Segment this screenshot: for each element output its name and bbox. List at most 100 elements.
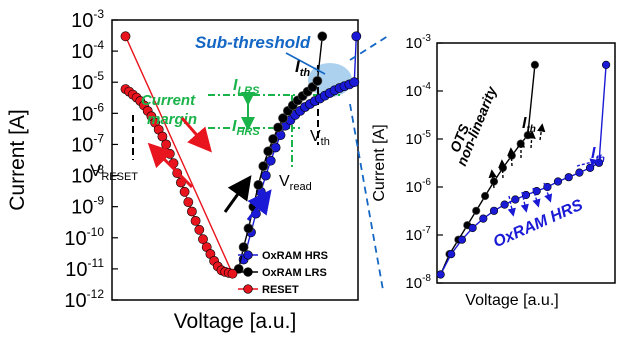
sub-threshold-pointer [285,52,326,75]
main-chart: 10-310-410-510-610-710-810-910-1010-1110… [6,7,362,333]
ots-nonlinearity-arrow [498,159,507,179]
inset-y-tick-label: 10-7 [405,225,431,244]
inset-point-oxram-hrs [500,200,509,209]
ith-label-base: I [295,57,301,76]
main-y-tick-label: 10-5 [71,69,104,94]
vth-label: Vth [310,128,330,148]
inset-point-oxram-hrs [601,60,611,70]
main-point-oxram-hrs [265,155,276,166]
ilrs-label-sub: LRS [237,85,260,97]
current-margin-label-line2: margin [147,111,197,128]
main-y-tick-base: 10 [71,134,93,156]
hrs-nonlinearity-arrow [507,195,516,217]
ith-label: Ith [295,57,310,79]
main-y-tick-base: 10 [71,72,93,94]
main-point-reset [161,139,171,150]
main-y-tick-base: 10 [71,10,93,32]
hrs-nonlinearity-arrow [576,158,599,167]
ilrs-label-base: I [233,77,238,94]
inset-ith-black-label-sub: th [526,124,535,135]
inset-y-tick-exp: -5 [422,129,431,140]
hrs-nonlinearity-arrow [532,187,541,208]
inset-y-tick-base: 10 [405,275,422,292]
main-point-oxram-lrs [238,242,249,252]
inset-point-oxram-hrs [489,206,499,215]
inset-y-tick-base: 10 [405,179,422,196]
main-y-tick-exp: -4 [93,38,104,52]
ith-label-sub: th [300,67,311,79]
sub-threshold-label: Sub-threshold [195,33,311,52]
ots-nonlinearity-arrow [488,169,497,189]
ilrs-label: ILRS [233,77,260,97]
lrs-direction-arrow [223,175,252,213]
main-y-tick-exp: -7 [93,131,104,145]
vread-label-base: V [279,173,290,190]
main-y-tick-exp: -11 [88,256,105,270]
inset-y-tick-base: 10 [405,227,422,244]
main-y-ticks: 10-310-410-510-610-710-810-910-1010-1110… [64,7,118,312]
legend-marker-reset [243,284,253,294]
inset-y-ticks: 10-310-410-510-610-710-8 [405,33,443,292]
legend-label-reset: RESET [262,284,299,296]
main-point-oxram-lrs [268,134,278,144]
legend-marker-oxram-hrs [243,250,253,260]
inset-ith-black-label: Ith [522,115,536,135]
zoom-connector-bottom [349,103,384,291]
inset-y-tick-label: 10-6 [405,177,431,196]
inset-y-tick-label: 10-4 [405,81,431,100]
ihrs-label-sub: HRS [236,126,260,138]
inset-point-oxram-hrs [511,195,520,204]
main-point-oxram-lrs [253,179,264,190]
inset-point-oxram-hrs [447,250,456,259]
inset-point-oxram-lrs [530,60,540,70]
main-point-reset [190,215,201,226]
inset-chart: 10-310-410-510-610-710-8 OTSnon-linearit… [371,33,616,309]
ots-nonlinearity-arrow [537,123,546,141]
inset-point-oxram-hrs [468,223,477,233]
inset-y-tick-exp: -3 [422,33,431,44]
inset-y-tick-exp: -6 [422,177,431,188]
inset-point-oxram-hrs [479,214,488,223]
main-point-oxram-lrs [312,76,323,86]
legend-marker-oxram-lrs [243,267,253,277]
hrs-direction-arrow [246,189,272,221]
main-y-tick-exp: -5 [93,69,104,83]
inset-y-tick-exp: -7 [422,225,431,236]
main-y-tick-exp: -6 [93,100,104,114]
main-point-reset [164,148,175,159]
main-series [120,31,362,279]
main-y-tick-base: 10 [71,166,93,188]
main-y-tick-base: 10 [71,197,93,219]
inset-ith-blue-label-sub: th [595,154,604,165]
main-point-reset [198,234,208,245]
inset-x-axis-label: Voltage [a.u.] [465,292,558,309]
main-y-tick-label: 10-3 [71,7,104,32]
main-point-reset [157,131,168,142]
main-point-reset [227,268,238,279]
main-point-oxram-lrs [258,161,269,172]
main-point-oxram-lrs [278,113,288,124]
main-y-tick-label: 10-10 [64,225,104,250]
main-y-tick-label: 10-7 [71,131,104,156]
main-y-tick-base: 10 [64,290,86,312]
vreset-label-base: V [90,161,102,180]
inset-point-oxram-hrs [553,177,563,186]
main-legend: OxRAM HRS OxRAM LRS RESET [238,250,328,296]
inset-y-tick-label: 10-8 [405,273,431,292]
inset-point-oxram-hrs [564,173,573,182]
main-y-tick-exp: -12 [87,287,105,301]
main-point-oxram-lrs [317,31,328,42]
main-y-tick-label: 10-4 [71,38,104,63]
inset-ith-black-label-base: I [522,115,527,132]
main-annotations: Sub-thresholdCurrentmarginILRSIHRSIthVth… [90,33,330,221]
main-point-reset [179,186,190,197]
vread-label: Vread [279,173,312,193]
inset-point-oxram-hrs [575,168,584,177]
main-y-tick-label: 10-6 [71,100,104,125]
hrs-nonlinearity-arrow [543,182,553,203]
ots-nonlinearity-arrow [527,130,536,149]
inset-y-tick-base: 10 [405,131,422,148]
main-point-reset [194,224,205,235]
main-y-tick-base: 10 [71,103,93,125]
